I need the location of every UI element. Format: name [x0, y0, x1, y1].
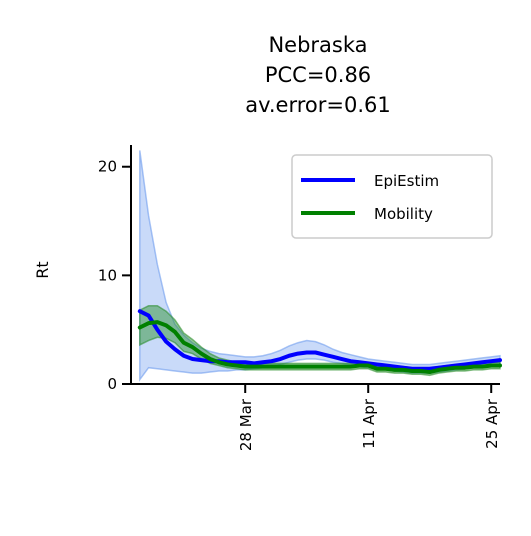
x-tick-label: 28 Mar	[237, 398, 255, 451]
legend: EpiEstim Mobility	[291, 154, 493, 239]
y-tick-label: 10	[98, 266, 117, 284]
axes	[130, 145, 500, 385]
chart-title-line-3: av.error=0.61	[245, 93, 391, 117]
legend-frame	[291, 154, 493, 239]
chart-title-line-1: Nebraska	[268, 33, 367, 57]
y-tick-label: 0	[107, 375, 117, 393]
legend-mobility-label: Mobility	[374, 205, 433, 223]
x-tick-label: 11 Apr	[360, 398, 378, 449]
legend-epiestim-label: EpiEstim	[374, 172, 439, 190]
y-axis-label: Rt	[33, 261, 52, 278]
x-ticks: 28 Mar 11 Apr 25 Apr	[237, 384, 501, 451]
series-lines	[137, 309, 502, 375]
x-tick-label: 25 Apr	[483, 398, 501, 449]
y-ticks: 0 10 20	[98, 158, 131, 393]
y-tick-label: 20	[98, 158, 117, 176]
chart-title: Nebraska PCC=0.86 av.error=0.61	[245, 33, 391, 117]
chart-title-line-2: PCC=0.86	[265, 63, 371, 87]
epiestim-line	[137, 309, 502, 371]
mobility-line	[137, 320, 502, 375]
